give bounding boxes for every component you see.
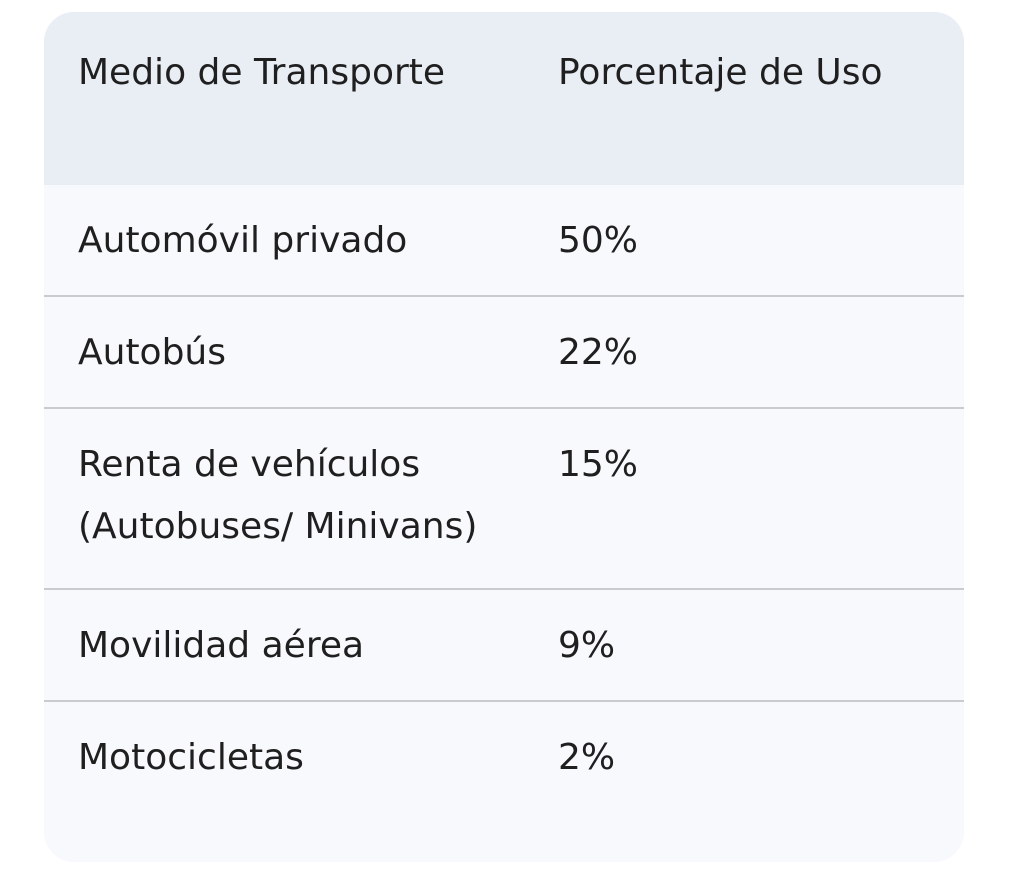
cell-usage-percentage: 15%: [558, 444, 639, 485]
cell-usage-percentage: 9%: [558, 625, 616, 666]
cell-usage-percentage: 50%: [558, 220, 639, 261]
table-row: Renta de vehículos (Autobuses/ Minivans)…: [44, 408, 964, 589]
cell-transport-mode: Movilidad aérea: [78, 625, 365, 666]
cell-transport-mode: Autobús: [78, 332, 227, 373]
table-row: Automóvil privado 50%: [44, 185, 964, 296]
cell-usage-percentage: 22%: [558, 332, 639, 373]
table-header: Medio de Transporte Porcentaje de Uso: [44, 12, 964, 185]
cell-transport-mode: Motocicletas: [78, 737, 304, 778]
header-row: Medio de Transporte Porcentaje de Uso: [44, 12, 964, 185]
table-body: Automóvil privado 50% Autobús 22% Renta …: [44, 185, 964, 812]
table-row: Autobús 22%: [44, 296, 964, 408]
transport-usage-table: Medio de Transporte Porcentaje de Uso Au…: [44, 12, 964, 812]
table-row: Motocicletas 2%: [44, 701, 964, 812]
cell-transport-mode: Automóvil privado: [78, 220, 408, 261]
table-row: Movilidad aérea 9%: [44, 589, 964, 701]
cell-usage-percentage: 2%: [558, 737, 616, 778]
header-transport-mode: Medio de Transporte: [78, 52, 446, 93]
header-usage-percentage: Porcentaje de Uso: [558, 52, 883, 93]
cell-transport-mode: Renta de vehículos (Autobuses/ Minivans): [78, 444, 478, 547]
transport-table-card: Medio de Transporte Porcentaje de Uso Au…: [44, 12, 964, 862]
